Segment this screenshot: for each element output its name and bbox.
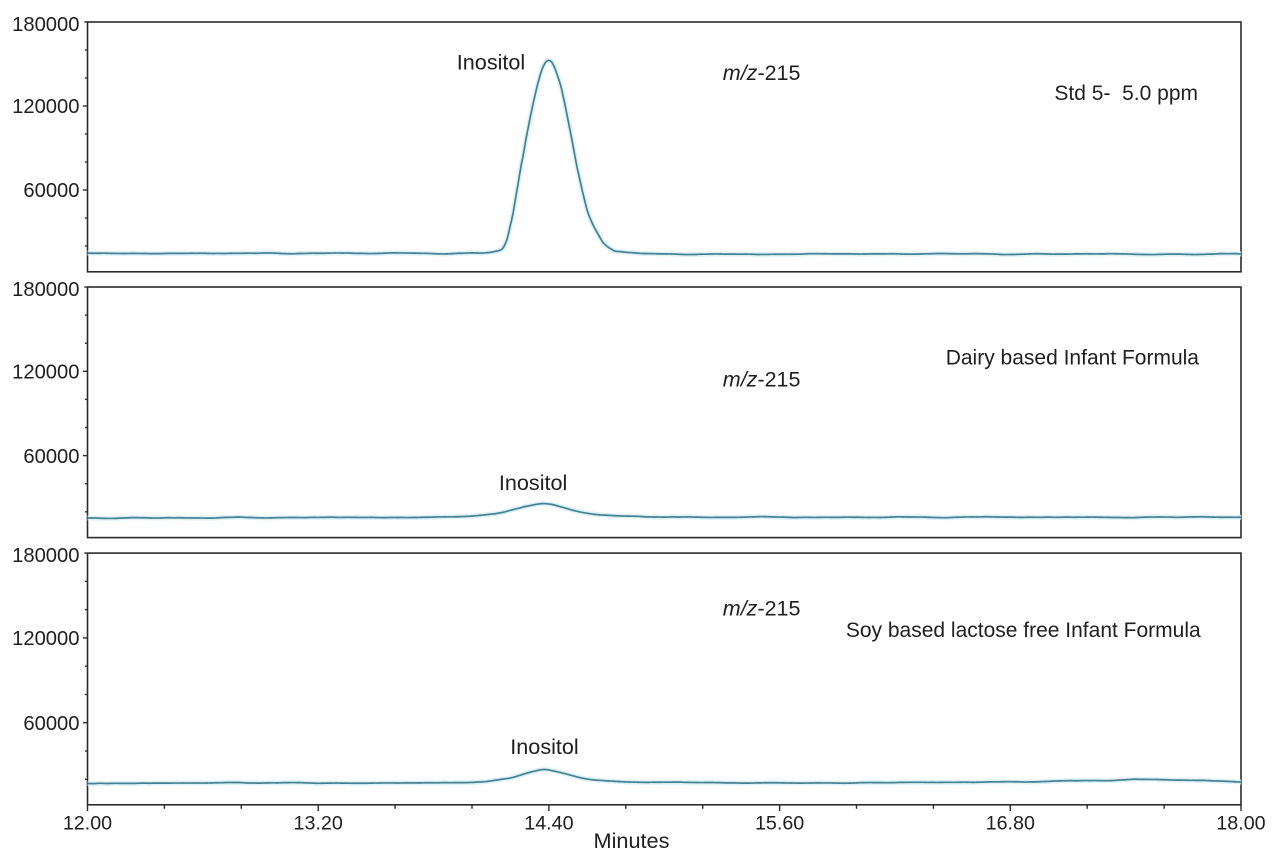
svg-text:16.80: 16.80 bbox=[986, 812, 1035, 834]
svg-text:120000: 120000 bbox=[12, 628, 79, 650]
svg-text:60000: 60000 bbox=[23, 446, 79, 468]
svg-text:18.00: 18.00 bbox=[1216, 812, 1265, 834]
svg-text:180000: 180000 bbox=[12, 279, 79, 301]
svg-text:60000: 60000 bbox=[23, 713, 79, 735]
svg-text:120000: 120000 bbox=[12, 362, 79, 384]
svg-text:m/z-215: m/z-215 bbox=[723, 367, 801, 391]
svg-text:m/z-215: m/z-215 bbox=[723, 61, 801, 85]
svg-text:Minutes: Minutes bbox=[594, 828, 670, 853]
svg-text:Inositol: Inositol bbox=[510, 734, 578, 759]
svg-text:Soy based lactose free Infant: Soy based lactose free Infant Formula bbox=[846, 619, 1201, 642]
svg-text:13.20: 13.20 bbox=[294, 812, 343, 834]
svg-text:15.60: 15.60 bbox=[755, 812, 804, 834]
svg-text:m/z-215: m/z-215 bbox=[723, 597, 801, 621]
svg-text:180000: 180000 bbox=[12, 14, 79, 36]
svg-text:Inositol: Inositol bbox=[457, 49, 525, 74]
svg-text:180000: 180000 bbox=[12, 545, 79, 567]
svg-text:120000: 120000 bbox=[12, 96, 79, 118]
svg-text:14.40: 14.40 bbox=[524, 812, 573, 834]
svg-text:Dairy based Infant Formula: Dairy based Infant Formula bbox=[946, 346, 1200, 369]
svg-text:60000: 60000 bbox=[23, 180, 79, 202]
svg-text:Std 5- 5.0 ppm: Std 5- 5.0 ppm bbox=[1054, 82, 1198, 105]
svg-text:Inositol: Inositol bbox=[499, 470, 567, 495]
svg-text:12.00: 12.00 bbox=[63, 812, 112, 834]
